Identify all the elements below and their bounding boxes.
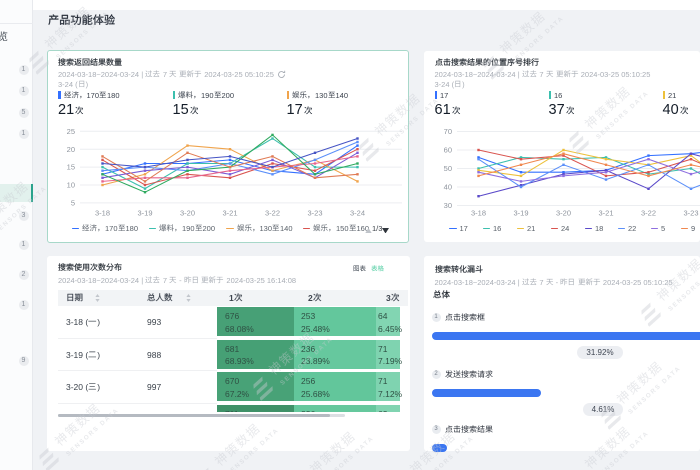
svg-text:3-18: 3-18: [95, 209, 110, 218]
svg-text:3-22: 3-22: [641, 209, 656, 218]
svg-text:3-24: 3-24: [350, 209, 365, 218]
svg-text:3-20: 3-20: [556, 209, 571, 218]
svg-text:60: 60: [444, 146, 452, 155]
svg-text:25: 25: [67, 127, 75, 136]
svg-text:3-22: 3-22: [265, 209, 280, 218]
svg-text:15: 15: [67, 163, 75, 172]
svg-text:3-20: 3-20: [180, 209, 195, 218]
svg-text:3-19: 3-19: [137, 209, 152, 218]
svg-text:40: 40: [444, 183, 452, 192]
svg-text:5: 5: [71, 199, 75, 208]
svg-text:70: 70: [444, 127, 452, 136]
svg-text:20: 20: [67, 145, 75, 154]
svg-text:3-23: 3-23: [307, 209, 322, 218]
svg-text:3-21: 3-21: [598, 209, 613, 218]
svg-text:50: 50: [444, 164, 452, 173]
svg-text:10: 10: [67, 181, 75, 190]
svg-text:3-18: 3-18: [471, 209, 486, 218]
svg-text:3-21: 3-21: [222, 209, 237, 218]
svg-text:30: 30: [444, 201, 452, 210]
svg-text:3-19: 3-19: [513, 209, 528, 218]
svg-text:3-23: 3-23: [683, 209, 698, 218]
